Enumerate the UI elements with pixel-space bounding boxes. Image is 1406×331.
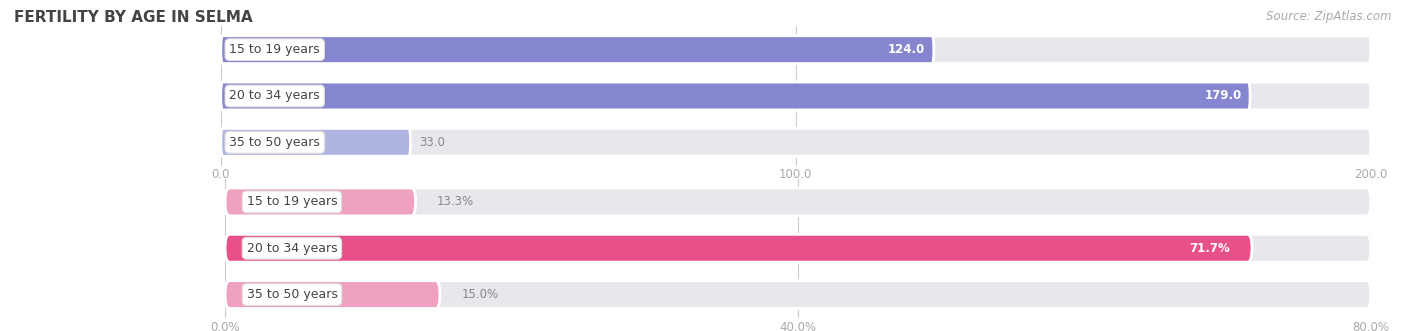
Text: 179.0: 179.0 bbox=[1204, 89, 1241, 103]
Text: 35 to 50 years: 35 to 50 years bbox=[229, 136, 321, 149]
FancyBboxPatch shape bbox=[225, 281, 440, 308]
Text: 20 to 34 years: 20 to 34 years bbox=[246, 242, 337, 255]
Text: 124.0: 124.0 bbox=[889, 43, 925, 56]
FancyBboxPatch shape bbox=[225, 188, 1371, 216]
FancyBboxPatch shape bbox=[225, 281, 1371, 308]
FancyBboxPatch shape bbox=[225, 188, 416, 216]
Text: 20 to 34 years: 20 to 34 years bbox=[229, 89, 321, 103]
FancyBboxPatch shape bbox=[221, 82, 1250, 110]
FancyBboxPatch shape bbox=[225, 234, 1251, 262]
Text: Source: ZipAtlas.com: Source: ZipAtlas.com bbox=[1267, 10, 1392, 23]
FancyBboxPatch shape bbox=[221, 36, 934, 64]
FancyBboxPatch shape bbox=[221, 36, 1371, 64]
Text: FERTILITY BY AGE IN SELMA: FERTILITY BY AGE IN SELMA bbox=[14, 10, 253, 25]
FancyBboxPatch shape bbox=[221, 82, 1371, 110]
Text: 33.0: 33.0 bbox=[419, 136, 446, 149]
Text: 15 to 19 years: 15 to 19 years bbox=[246, 195, 337, 209]
FancyBboxPatch shape bbox=[221, 128, 1371, 156]
Text: 15.0%: 15.0% bbox=[461, 288, 499, 301]
FancyBboxPatch shape bbox=[221, 128, 411, 156]
FancyBboxPatch shape bbox=[225, 234, 1371, 262]
Text: 15 to 19 years: 15 to 19 years bbox=[229, 43, 321, 56]
Text: 71.7%: 71.7% bbox=[1189, 242, 1230, 255]
Text: 13.3%: 13.3% bbox=[437, 195, 474, 209]
Text: 35 to 50 years: 35 to 50 years bbox=[246, 288, 337, 301]
